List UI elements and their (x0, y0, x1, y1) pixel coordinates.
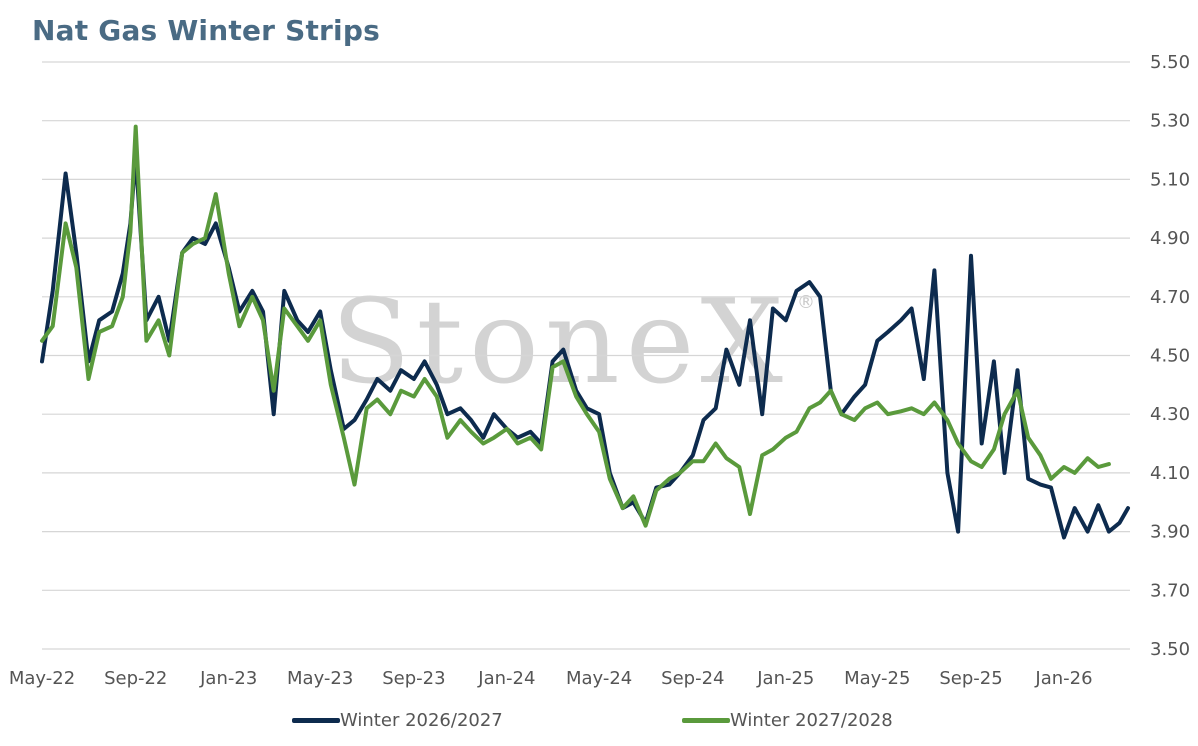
legend-swatch-series-1 (292, 718, 340, 723)
x-tick-label: Jan-24 (477, 668, 535, 689)
y-tick-label: 4.30 (1150, 404, 1190, 425)
x-tick-label: Sep-24 (661, 668, 724, 689)
legend-item-series-1: Winter 2026/2027 (292, 710, 503, 731)
y-axis-ticks: 5.50 5.30 5.10 4.90 4.70 4.50 4.30 4.10 3.90 3.70… (1150, 52, 1190, 660)
y-tick-label: 4.70 (1150, 287, 1190, 308)
y-tick-label: 4.50 (1150, 346, 1190, 367)
legend: Winter 2026/2027 Winter 2027/2028 (0, 710, 1198, 740)
legend-label-series-2: Winter 2027/2028 (730, 710, 893, 731)
legend-item-series-2: Winter 2027/2028 (682, 710, 893, 731)
chart-title: Nat Gas Winter Strips (32, 14, 380, 47)
x-tick-label: Jan-25 (756, 668, 814, 689)
x-tick-label: Jan-23 (199, 668, 257, 689)
watermark-logo: StoneX (331, 275, 789, 410)
watermark-layer: StoneX ® (331, 275, 815, 410)
y-tick-label: 4.90 (1150, 228, 1190, 249)
series-line-1 (40, 153, 1130, 540)
x-tick-label: Sep-22 (104, 668, 167, 689)
y-tick-label: 4.10 (1150, 463, 1190, 484)
x-tick-label: May-23 (287, 668, 353, 689)
x-tick-label: Sep-25 (939, 668, 1002, 689)
y-tick-label: 5.30 (1150, 111, 1190, 132)
legend-label-series-1: Winter 2026/2027 (340, 710, 503, 731)
x-tick-label: May-22 (9, 668, 75, 689)
series-line-2 (40, 124, 1111, 528)
y-tick-label: 5.50 (1150, 52, 1190, 73)
series-lines (40, 124, 1130, 540)
x-tick-label: Jan-26 (1034, 668, 1092, 689)
x-tick-label: May-25 (844, 668, 910, 689)
x-tick-label: May-24 (566, 668, 632, 689)
y-tick-label: 3.90 (1150, 522, 1190, 543)
x-tick-label: Sep-23 (382, 668, 445, 689)
y-tick-label: 5.10 (1150, 169, 1190, 190)
y-tick-label: 3.70 (1150, 580, 1190, 601)
x-axis-ticks: May-22 Sep-22 Jan-23 May-23 Sep-23 Jan-24 May-… (9, 668, 1093, 689)
y-tick-label: 3.50 (1150, 639, 1190, 660)
legend-swatch-series-2 (682, 718, 730, 723)
watermark-registered-mark: ® (797, 292, 815, 313)
gridlines (42, 61, 1130, 650)
